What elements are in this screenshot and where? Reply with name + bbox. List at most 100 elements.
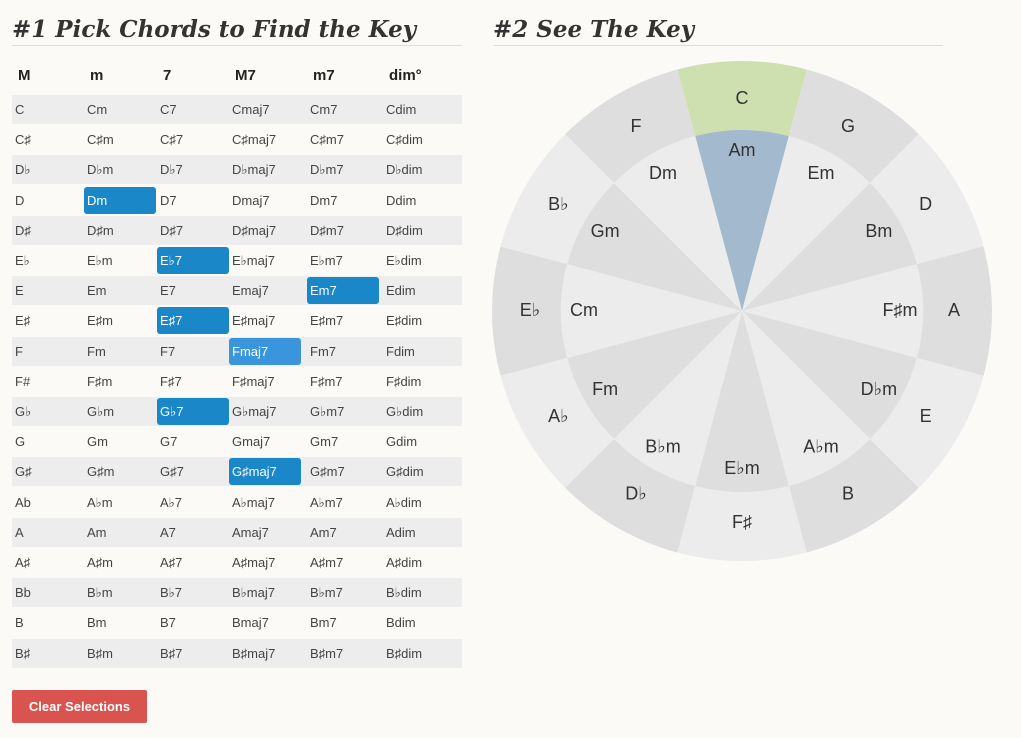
chord-cell[interactable]: B♭m7	[310, 585, 343, 601]
chord-cell[interactable]: E♭m	[87, 253, 113, 268]
chord-cell[interactable]: Em	[87, 283, 107, 299]
chord-cell[interactable]: Fm7	[310, 343, 336, 359]
chord-cell[interactable]: G♭m	[87, 404, 115, 419]
chord-cell[interactable]: B♯dim	[386, 645, 423, 661]
chord-cell[interactable]: C7	[160, 102, 177, 117]
chord-cell[interactable]: A♭m7	[310, 494, 343, 510]
chord-cell[interactable]: Gm	[87, 434, 108, 450]
chord-cell[interactable]: D♭dim	[386, 162, 423, 178]
chord-cell[interactable]: E♯7	[157, 307, 229, 335]
chord-cell[interactable]: F♯7	[160, 373, 182, 389]
chord-cell[interactable]: G♭7	[157, 398, 229, 425]
chord-cell[interactable]: F♯m7	[310, 373, 343, 389]
chord-cell[interactable]: A♯	[15, 555, 31, 570]
chord-cell[interactable]: Fmaj7	[229, 337, 301, 365]
chord-cell[interactable]: D♯m	[87, 222, 114, 238]
chord-cell[interactable]: Bm7	[310, 615, 337, 631]
chord-cell[interactable]: B	[15, 615, 24, 631]
chord-cell[interactable]: A♯m	[87, 555, 113, 570]
chord-cell[interactable]: Fm	[87, 343, 106, 359]
chord-cell[interactable]: G♭m7	[310, 404, 345, 419]
chord-cell[interactable]: D♯maj7	[232, 222, 277, 238]
chord-cell[interactable]: A	[15, 524, 24, 540]
chord-cell[interactable]: B♭m	[87, 585, 113, 601]
chord-cell[interactable]: D♭	[15, 162, 31, 178]
chord-cell[interactable]: D♭m7	[310, 162, 344, 178]
chord-cell[interactable]: A♭m	[87, 494, 113, 510]
chord-cell[interactable]: B♭7	[160, 585, 183, 601]
chord-cell[interactable]: Gmaj7	[232, 434, 271, 450]
chord-cell[interactable]: B7	[160, 615, 176, 631]
chord-cell[interactable]: Cdim	[386, 102, 417, 117]
chord-cell[interactable]: G♭	[15, 404, 32, 419]
chord-cell[interactable]: B♯7	[160, 645, 183, 661]
clear-button[interactable]: Clear Selections	[12, 690, 147, 723]
chord-cell[interactable]: Am7	[310, 524, 337, 540]
chord-cell[interactable]: D♯	[15, 222, 31, 238]
chord-cell[interactable]: D♭maj7	[232, 162, 276, 178]
chord-cell[interactable]: E♯dim	[386, 313, 423, 329]
chord-cell[interactable]: E♭	[15, 253, 30, 268]
chord-cell[interactable]: G♯m	[87, 464, 115, 480]
chord-cell[interactable]: Cm	[87, 102, 108, 117]
chord-cell[interactable]: Em7	[307, 277, 379, 305]
chord-cell[interactable]: A♭7	[160, 494, 183, 510]
chord-cell[interactable]: C♯m	[87, 132, 114, 148]
chord-cell[interactable]: B♭maj7	[232, 585, 275, 601]
chord-cell[interactable]: D♯dim	[386, 222, 423, 238]
chord-cell[interactable]: G♯	[15, 464, 32, 480]
chord-cell[interactable]: G7	[160, 434, 178, 450]
chord-cell[interactable]: Amaj7	[232, 524, 269, 540]
chord-cell[interactable]: C♯dim	[386, 132, 423, 148]
chord-cell[interactable]: Cm7	[310, 102, 338, 117]
chord-cell[interactable]: Dmaj7	[232, 192, 270, 208]
chord-cell[interactable]: G♯maj7	[229, 458, 301, 486]
chord-cell[interactable]: D♯7	[160, 222, 184, 238]
chord-cell[interactable]: E♭m7	[310, 253, 343, 268]
chord-cell[interactable]: B♯	[15, 645, 31, 661]
chord-cell[interactable]: E♭maj7	[232, 253, 275, 268]
chord-cell[interactable]: Edim	[386, 283, 416, 299]
chord-cell[interactable]: Gm7	[310, 434, 339, 450]
chord-cell[interactable]: E♭dim	[386, 253, 422, 268]
chord-cell[interactable]: F♯dim	[386, 373, 422, 389]
chord-cell[interactable]: Emaj7	[232, 283, 269, 299]
chord-cell[interactable]: C♯	[15, 132, 31, 148]
chord-cell[interactable]: E	[15, 283, 24, 299]
chord-cell[interactable]: G♭maj7	[232, 404, 277, 419]
chord-cell[interactable]: F♯maj7	[232, 373, 275, 389]
chord-cell[interactable]: D	[15, 192, 25, 208]
chord-cell[interactable]: B♯m7	[310, 645, 344, 661]
chord-cell[interactable]: C♯7	[160, 132, 184, 148]
chord-cell[interactable]: Adim	[386, 524, 416, 540]
chord-cell[interactable]: C♯maj7	[232, 132, 277, 148]
chord-cell[interactable]: G♯dim	[386, 464, 424, 480]
chord-cell[interactable]: Bmaj7	[232, 615, 269, 631]
chord-cell[interactable]: C	[15, 102, 25, 117]
chord-cell[interactable]: A♯7	[160, 555, 183, 570]
chord-cell[interactable]: F	[15, 343, 23, 359]
chord-cell[interactable]: A♯dim	[386, 555, 423, 570]
chord-cell[interactable]: A♯m7	[310, 555, 344, 570]
chord-cell[interactable]: G♭dim	[386, 404, 424, 419]
chord-cell[interactable]: Am	[87, 524, 107, 540]
chord-cell[interactable]: E♭7	[157, 247, 229, 274]
chord-cell[interactable]: Bm	[87, 615, 107, 631]
chord-cell[interactable]: D♯m7	[310, 222, 344, 238]
chord-cell[interactable]: A♭dim	[386, 494, 422, 510]
chord-cell[interactable]: Ab	[15, 494, 31, 510]
chord-cell[interactable]: Bb	[15, 585, 31, 601]
chord-cell[interactable]: A♯maj7	[232, 555, 276, 570]
chord-cell[interactable]: Dm7	[310, 192, 338, 208]
chord-cell[interactable]: B♯maj7	[232, 645, 276, 661]
chord-cell[interactable]: G♯m7	[310, 464, 345, 480]
chord-cell[interactable]: Dm	[84, 186, 156, 214]
chord-cell[interactable]: Fdim	[386, 343, 415, 359]
chord-cell[interactable]: F7	[160, 343, 176, 359]
chord-cell[interactable]: G	[15, 434, 26, 450]
chord-cell[interactable]: A♭maj7	[232, 494, 275, 510]
chord-cell[interactable]: C♯m7	[310, 132, 344, 148]
chord-cell[interactable]: F♯m	[87, 373, 113, 389]
chord-cell[interactable]: A7	[160, 524, 176, 540]
chord-cell[interactable]: B♯m	[87, 645, 113, 661]
